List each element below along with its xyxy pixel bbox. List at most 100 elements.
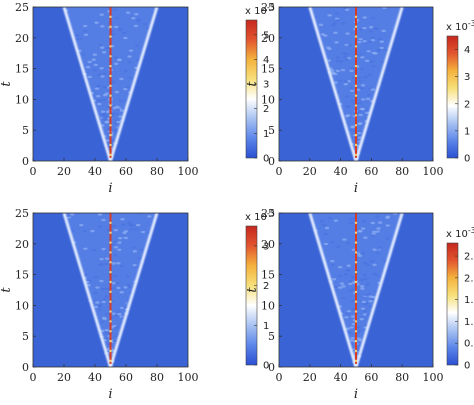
interference-speckle (344, 8, 350, 12)
center-beam-bead (354, 241, 358, 244)
interference-speckle (103, 114, 109, 118)
center-beam-bead (354, 133, 358, 137)
interference-speckle (360, 84, 366, 87)
interference-speckle (341, 285, 346, 288)
interference-speckle (123, 286, 128, 289)
center-beam-bead (109, 270, 112, 274)
interference-speckle (359, 87, 364, 90)
interference-speckle (335, 56, 341, 59)
colorbar-tick-label: 0 (464, 361, 470, 372)
interference-speckle (377, 37, 383, 41)
interference-speckle (97, 73, 102, 77)
interference-speckle (129, 76, 134, 80)
interference-speckle (83, 29, 88, 33)
center-beam-bead (109, 45, 112, 48)
interference-speckle (129, 228, 134, 231)
center-beam-bead (109, 251, 112, 254)
interference-speckle (359, 28, 364, 31)
interference-speckle (330, 241, 335, 244)
center-beam-bead (109, 221, 112, 225)
y-tick-label: 15 (261, 269, 275, 282)
interference-speckle (345, 242, 351, 245)
interference-speckle (99, 279, 104, 283)
interference-speckle (370, 16, 376, 19)
y-tick-label: 25 (261, 207, 275, 220)
colorbar-tick-label: 5 (263, 30, 269, 41)
y-tick-label: 10 (15, 93, 29, 106)
colorbar-tick-label: 3 (263, 80, 269, 91)
interference-speckle (335, 59, 340, 63)
interference-speckle (121, 31, 127, 35)
interference-speckle (116, 286, 121, 290)
interference-speckle (87, 60, 92, 64)
interference-speckle (100, 75, 105, 78)
interference-speckle (346, 310, 352, 313)
interference-speckle (97, 99, 103, 103)
interference-speckle (369, 260, 375, 263)
interference-speckle (116, 262, 121, 265)
interference-speckle (367, 94, 372, 97)
interference-speckle (367, 73, 373, 76)
x-tick-label: 100 (423, 165, 444, 178)
center-beam-bead (354, 290, 358, 294)
x-tick-label: 80 (150, 165, 164, 178)
interference-speckle (98, 263, 103, 267)
interference-speckle (135, 223, 141, 227)
y-tick-label: 10 (261, 299, 275, 312)
interference-speckle (321, 223, 326, 227)
interference-speckle (381, 29, 386, 33)
interference-speckle (375, 215, 380, 218)
interference-speckle (98, 43, 104, 47)
interference-speckle (330, 259, 335, 263)
cone-edge-beam (354, 213, 404, 367)
interference-speckle (370, 88, 375, 91)
interference-speckle (112, 335, 118, 338)
interference-speckle (119, 109, 125, 112)
interference-speckle (100, 110, 106, 113)
y-tick-label: 25 (15, 1, 29, 14)
center-beam-bead (109, 84, 112, 88)
y-tick-label: 20 (261, 238, 275, 251)
interference-speckle (370, 39, 376, 42)
interference-speckle (92, 53, 98, 56)
y-tick-label: 0 (268, 361, 275, 374)
interference-speckle (371, 230, 377, 234)
y-tick-label: 20 (15, 32, 29, 45)
x-tick-label: 20 (57, 371, 71, 384)
interference-speckle (95, 301, 100, 304)
interference-speckle (362, 273, 367, 277)
interference-speckle (103, 117, 108, 121)
x-axis-label: i (354, 387, 358, 402)
colorbar-tick-label: 0 (263, 154, 269, 165)
interference-speckle (349, 116, 355, 119)
interference-speckle (95, 286, 100, 289)
interference-speckle (338, 286, 343, 289)
interference-speckle (360, 67, 365, 71)
interference-speckle (358, 122, 363, 125)
center-beam-bead (354, 300, 358, 303)
interference-speckle (365, 111, 370, 115)
interference-speckle (344, 53, 350, 56)
interference-speckle (369, 60, 375, 64)
interference-speckle (368, 295, 373, 298)
interference-speckle (104, 121, 109, 124)
interference-speckle (360, 98, 366, 101)
interference-speckle (362, 313, 368, 316)
interference-speckle (371, 65, 376, 68)
interference-speckle (362, 40, 367, 43)
interference-speckle (377, 221, 383, 224)
interference-speckle (134, 44, 140, 47)
interference-speckle (102, 72, 107, 76)
interference-speckle (123, 36, 128, 40)
colorbar-tick-label: 2.5 (464, 252, 474, 263)
interference-speckle (140, 230, 146, 234)
x-tick-label: 20 (57, 165, 71, 178)
interference-speckle (345, 269, 351, 272)
y-tick-label: 25 (15, 207, 29, 220)
colorbar-tick-label: 0.5 (464, 339, 474, 350)
y-tick-label: 15 (15, 63, 29, 76)
interference-speckle (366, 50, 371, 53)
interference-speckle (115, 281, 120, 285)
interference-speckle (363, 75, 368, 79)
